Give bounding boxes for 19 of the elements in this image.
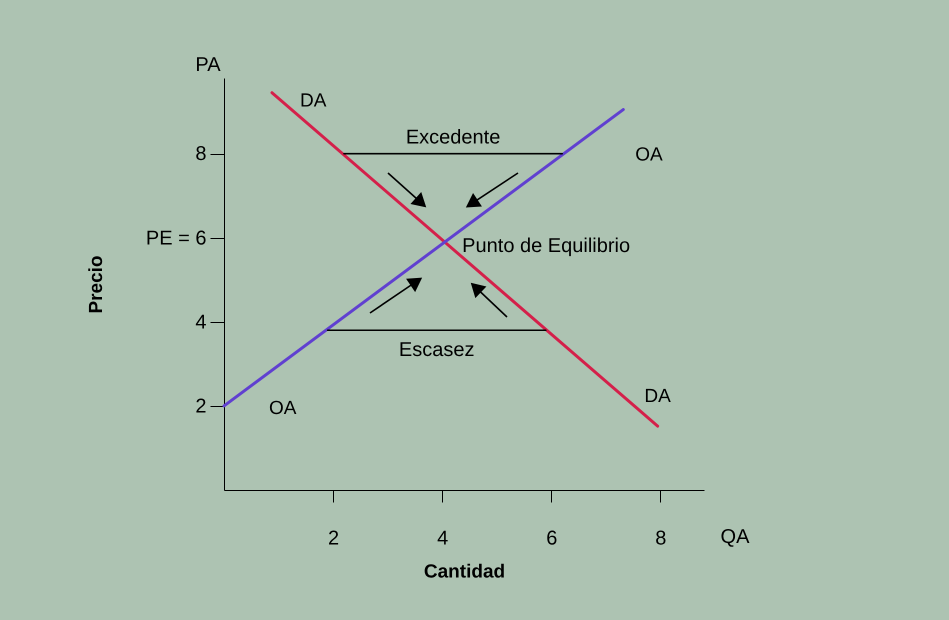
text: DA [644, 386, 671, 408]
annotation: Excedente [406, 126, 500, 149]
x-tick-label: 8 [655, 528, 666, 550]
y-tick-label: PE = 6 [146, 227, 206, 250]
x-tick-label: 2 [328, 528, 340, 550]
y-tick-label: 4 [195, 311, 206, 334]
series-label: OA [269, 398, 297, 419]
text: PA [195, 54, 222, 76]
y-tick-label: 8 [195, 143, 206, 166]
y-tick-label: 2 [195, 395, 206, 418]
x-axis-title: Cantidad [424, 562, 506, 582]
text: OA [635, 144, 663, 166]
text: QA [720, 526, 750, 548]
x-tick-label: 4 [437, 528, 448, 550]
x-tick-label: 6 [546, 528, 558, 550]
y-axis-title: Precio [86, 255, 107, 314]
series-label: DA [300, 90, 327, 112]
annotation: Escasez [398, 339, 475, 362]
annotation: Punto de Equilibrio [462, 234, 630, 257]
